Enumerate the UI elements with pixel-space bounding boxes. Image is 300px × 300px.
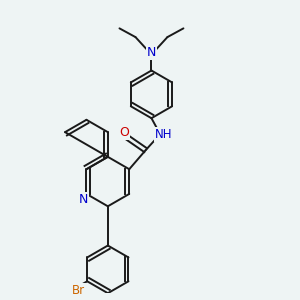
Text: N: N [147, 46, 156, 59]
Text: NH: NH [155, 128, 172, 141]
Text: O: O [119, 126, 129, 139]
Text: Br: Br [72, 284, 85, 296]
Text: N: N [79, 193, 88, 206]
